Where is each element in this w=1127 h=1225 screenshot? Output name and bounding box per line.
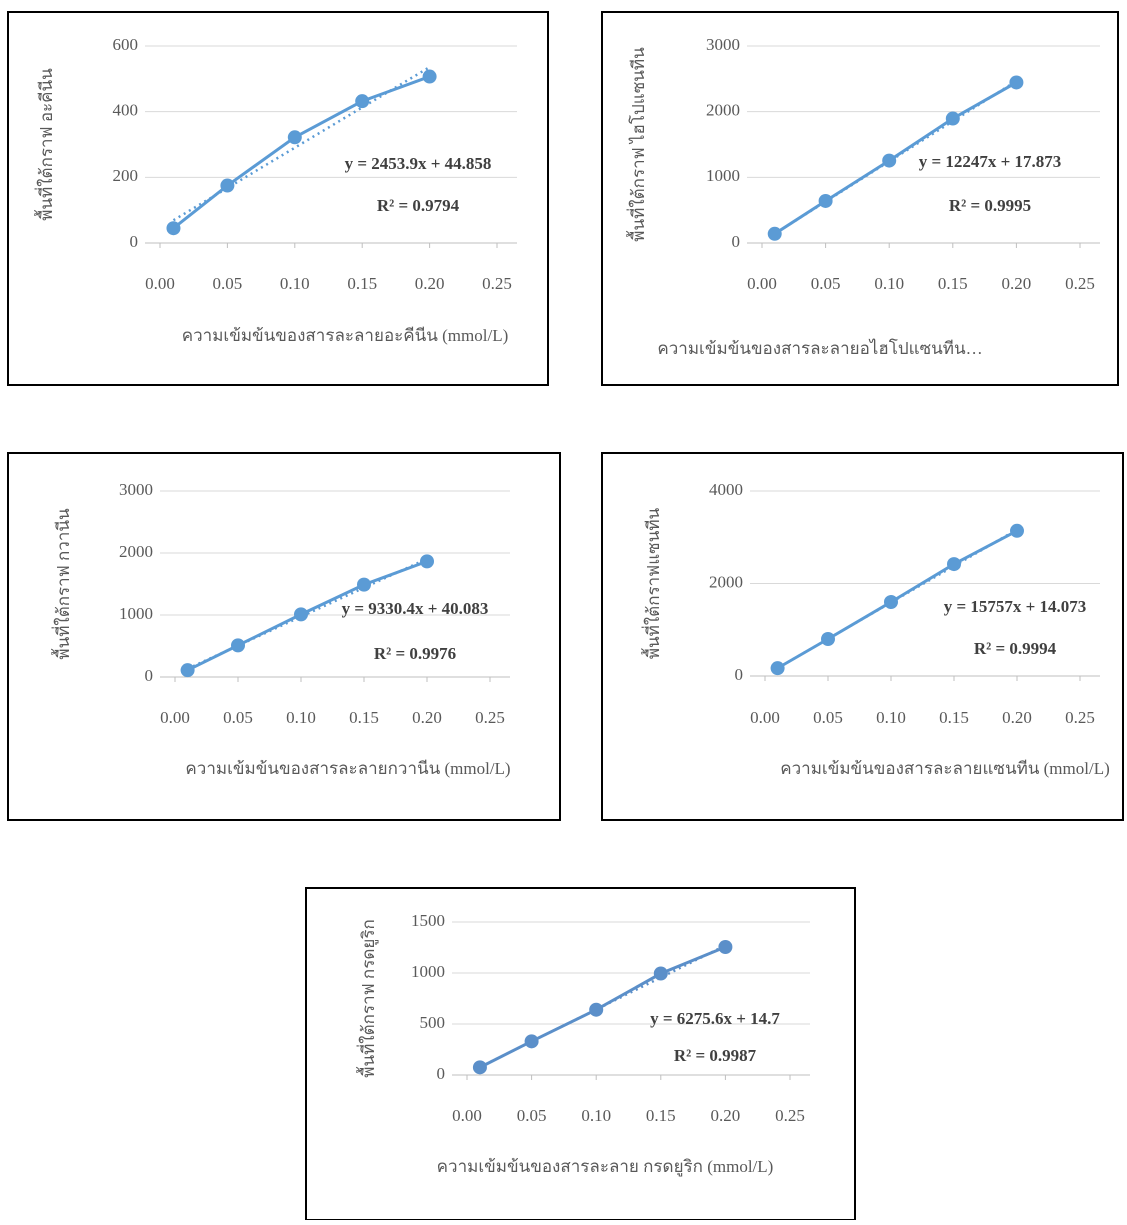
x-tick-label: 0.00: [747, 274, 777, 293]
x-tick-label: 0.20: [415, 274, 445, 293]
x-axis-label: ความเข้มข้นของสารละลายแซนทีน (mmol/L): [780, 759, 1110, 778]
x-tick-label: 0.10: [876, 708, 906, 727]
x-tick-label: 0.10: [874, 274, 904, 293]
data-point: [718, 940, 732, 954]
data-point: [420, 554, 434, 568]
data-point: [654, 967, 668, 981]
x-tick-label: 0.15: [347, 274, 377, 293]
y-tick-label: 0: [437, 1064, 446, 1083]
data-point: [821, 632, 835, 646]
x-tick-label: 0.20: [1002, 708, 1032, 727]
data-point: [220, 179, 234, 193]
x-tick-label: 0.00: [452, 1106, 482, 1125]
x-axis-label: ความเข้มข้นของสารละลายกวานีน (mmol/L): [185, 759, 510, 778]
x-tick-label: 0.15: [646, 1106, 676, 1125]
r-squared: R² = 0.9995: [949, 196, 1031, 215]
data-point: [288, 130, 302, 144]
page: 0 200 400 600 0.00 0.05 0.10 0.15 0.20 0.25 ความเข…: [0, 0, 1127, 1220]
y-tick-label: 500: [420, 1013, 446, 1032]
y-tick-label: 400: [113, 101, 139, 120]
y-tick-label: 3000: [119, 480, 153, 499]
data-point: [423, 70, 437, 84]
x-tick-label: 0.20: [711, 1106, 741, 1125]
x-tick-label: 0.15: [938, 274, 968, 293]
trendline-equation: y = 2453.9x + 44.858: [345, 154, 492, 173]
x-tick-label: 0.10: [286, 708, 316, 727]
x-tick-label: 0.05: [517, 1106, 547, 1125]
data-point: [473, 1060, 487, 1074]
y-axis-label: พื้นที่ใต้กราฟ กวานีน: [51, 508, 73, 660]
data-point: [166, 221, 180, 235]
y-tick-label: 1500: [411, 911, 445, 930]
y-tick-label: 0: [735, 665, 744, 684]
trendline-equation: y = 15757x + 14.073: [944, 597, 1087, 616]
x-axis-label: ความเข้มข้นของสารละลายอไฮโปแซนทีน…: [657, 338, 982, 358]
y-tick-label: 1000: [411, 962, 445, 981]
r-squared: R² = 0.9994: [974, 639, 1057, 658]
data-point: [357, 578, 371, 592]
data-point: [884, 595, 898, 609]
x-tick-label: 0.25: [1065, 708, 1095, 727]
x-axis-label: ความเข้มข้นของสารละลาย กรดยูริก (mmol/L): [437, 1157, 774, 1177]
x-tick-label: 0.20: [1002, 274, 1032, 293]
data-point: [882, 154, 896, 168]
y-tick-label: 2000: [709, 572, 743, 591]
y-tick-label: 600: [113, 35, 139, 54]
x-tick-label: 0.00: [145, 274, 175, 293]
data-point: [1010, 524, 1024, 538]
data-point: [946, 112, 960, 126]
data-point: [947, 557, 961, 571]
x-tick-label: 0.10: [280, 274, 310, 293]
r-squared: R² = 0.9794: [377, 196, 460, 215]
data-point: [771, 661, 785, 675]
y-tick-label: 0: [130, 232, 139, 251]
y-tick-label: 1000: [119, 604, 153, 623]
x-tick-label: 0.25: [475, 708, 505, 727]
x-axis-label: ความเข้มข้นของสารละลายอะคีนีน (mmol/L): [182, 326, 509, 345]
y-tick-label: 0: [145, 666, 154, 685]
y-tick-label: 200: [113, 166, 139, 185]
x-tick-label: 0.15: [939, 708, 969, 727]
data-point: [819, 194, 833, 208]
data-point: [181, 663, 195, 677]
y-tick-label: 0: [732, 232, 741, 251]
x-tick-label: 0.00: [160, 708, 190, 727]
r-squared: R² = 0.9987: [674, 1046, 757, 1065]
r-squared: R² = 0.9976: [374, 644, 456, 663]
x-tick-label: 0.15: [349, 708, 379, 727]
x-tick-label: 0.25: [775, 1106, 805, 1125]
chart-frame: [602, 12, 1118, 385]
data-point: [355, 94, 369, 108]
x-tick-label: 0.25: [482, 274, 512, 293]
y-tick-label: 2000: [706, 101, 740, 120]
y-axis-label: พื้นที่ใต้กราฟ อะคีนีน: [34, 68, 56, 221]
x-tick-label: 0.20: [412, 708, 442, 727]
x-tick-label: 0.05: [223, 708, 253, 727]
x-tick-label: 0.00: [750, 708, 780, 727]
data-point: [525, 1034, 539, 1048]
data-point: [231, 638, 245, 652]
y-tick-label: 2000: [119, 542, 153, 561]
y-tick-label: 4000: [709, 480, 743, 499]
trendline-equation: y = 12247x + 17.873: [919, 152, 1062, 171]
y-tick-label: 3000: [706, 35, 740, 54]
x-tick-label: 0.10: [581, 1106, 611, 1125]
y-tick-label: 1000: [706, 166, 740, 185]
trendline-equation: y = 6275.6x + 14.7: [650, 1009, 780, 1028]
y-axis-label: พื้นที่ใต้กราฟ ไฮโปแซนทีน: [626, 47, 648, 242]
x-tick-label: 0.05: [213, 274, 243, 293]
y-axis-label: พื้นที่ใต้กราฟแซนทีน: [641, 507, 663, 659]
x-tick-label: 0.05: [813, 708, 843, 727]
data-point: [1009, 75, 1023, 89]
y-axis-label: พื้นที่ใต้กราฟ กรดยูริก: [356, 919, 379, 1077]
x-tick-label: 0.25: [1065, 274, 1095, 293]
data-point: [294, 607, 308, 621]
data-point: [768, 227, 782, 241]
data-point: [589, 1003, 603, 1017]
x-tick-label: 0.05: [811, 274, 841, 293]
trendline-equation: y = 9330.4x + 40.083: [342, 599, 489, 618]
